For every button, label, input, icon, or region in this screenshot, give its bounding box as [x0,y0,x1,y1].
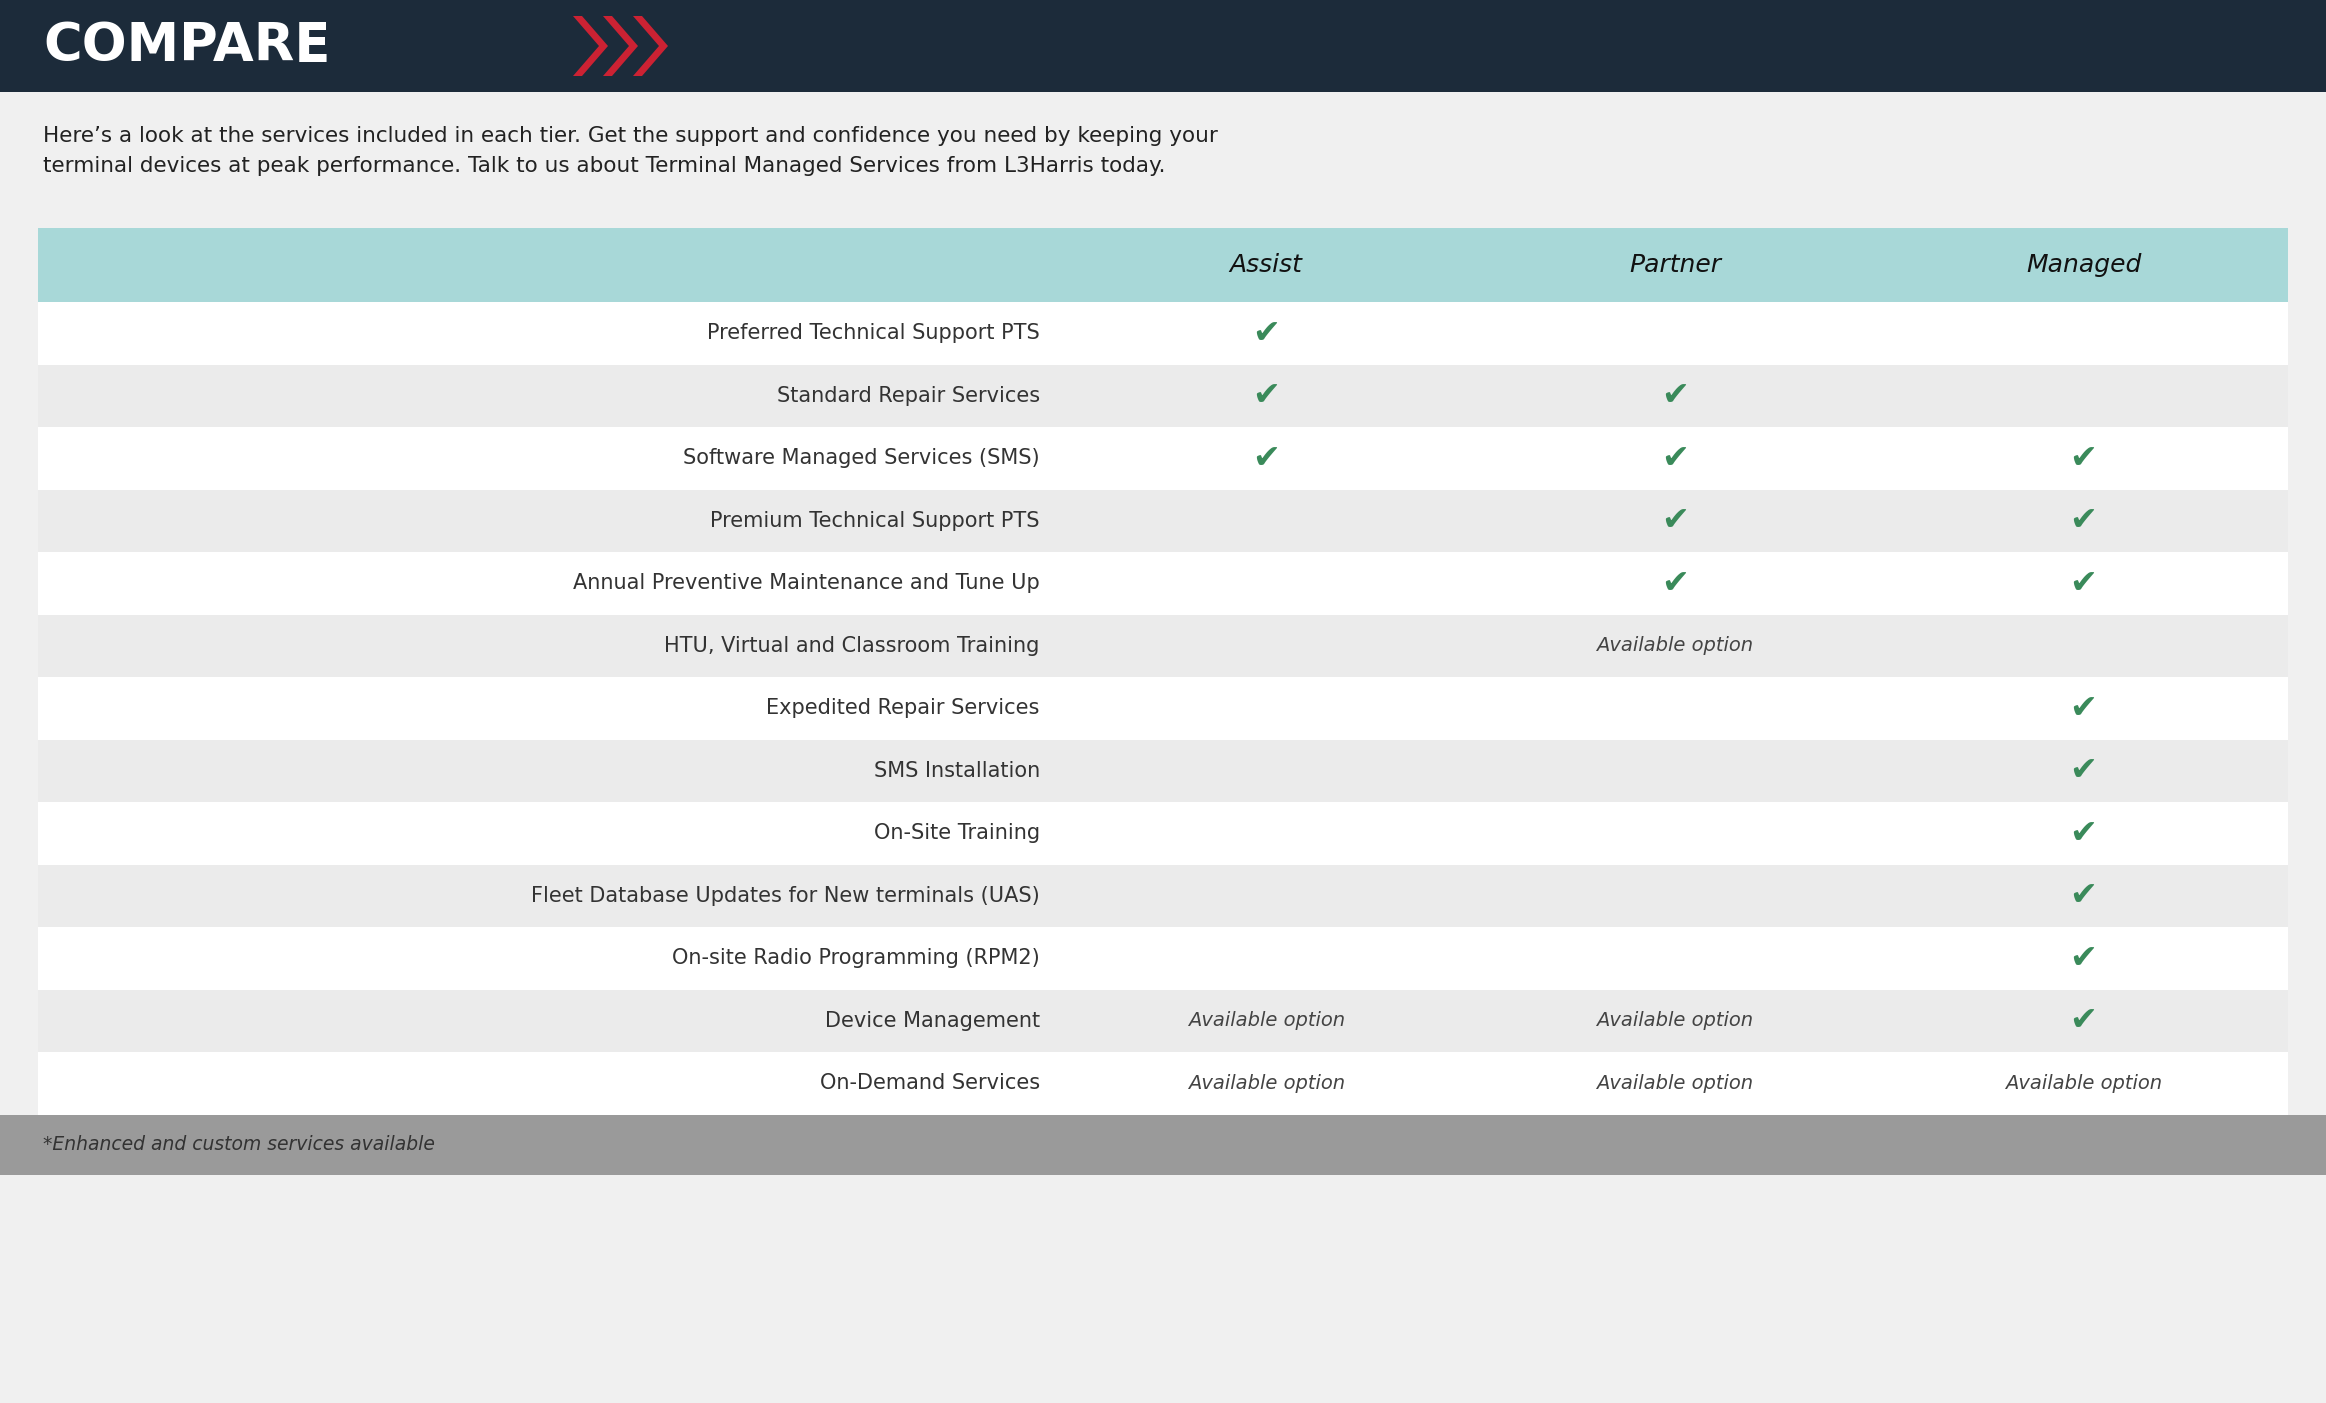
Text: ✔: ✔ [1251,379,1279,412]
Text: ✔: ✔ [1251,442,1279,474]
Polygon shape [602,15,637,76]
FancyBboxPatch shape [37,365,2289,427]
Text: Available option: Available option [1596,1073,1754,1093]
Polygon shape [572,15,607,76]
FancyBboxPatch shape [37,427,2289,490]
Text: Available option: Available option [1189,1073,1344,1093]
FancyBboxPatch shape [37,229,2289,302]
FancyBboxPatch shape [37,864,2289,927]
Text: ✔: ✔ [1661,442,1689,474]
FancyBboxPatch shape [37,1052,2289,1114]
FancyBboxPatch shape [37,803,2289,864]
Text: On-site Radio Programming (RPM2): On-site Radio Programming (RPM2) [672,948,1040,968]
Text: SMS Installation: SMS Installation [875,760,1040,780]
Text: Standard Repair Services: Standard Repair Services [777,386,1040,405]
Polygon shape [633,15,668,76]
Text: Premium Technical Support PTS: Premium Technical Support PTS [709,511,1040,530]
FancyBboxPatch shape [37,302,2289,365]
Text: Here’s a look at the services included in each tier. Get the support and confide: Here’s a look at the services included i… [42,126,1219,177]
FancyBboxPatch shape [37,490,2289,551]
Text: ✔: ✔ [2070,817,2098,850]
FancyBboxPatch shape [37,989,2289,1052]
Text: ✔: ✔ [1661,567,1689,599]
Text: On-Site Training: On-Site Training [875,824,1040,843]
FancyBboxPatch shape [37,739,2289,803]
FancyBboxPatch shape [37,615,2289,678]
Text: ✔: ✔ [1661,504,1689,537]
Text: ✔: ✔ [2070,880,2098,912]
Text: ✔: ✔ [2070,755,2098,787]
FancyBboxPatch shape [0,1114,2326,1174]
Text: ✔: ✔ [2070,692,2098,725]
Text: Device Management: Device Management [826,1010,1040,1031]
Text: Expedited Repair Services: Expedited Repair Services [765,699,1040,718]
Text: Fleet Database Updates for New terminals (UAS): Fleet Database Updates for New terminals… [530,885,1040,906]
Text: *Enhanced and custom services available: *Enhanced and custom services available [42,1135,435,1155]
Text: ✔: ✔ [2070,1005,2098,1037]
Text: ✔: ✔ [2070,567,2098,599]
FancyBboxPatch shape [37,551,2289,615]
Text: Assist: Assist [1230,253,1303,276]
FancyBboxPatch shape [0,93,2326,210]
Text: Managed: Managed [2026,253,2142,276]
Text: ✔: ✔ [2070,941,2098,975]
Text: ✔: ✔ [2070,504,2098,537]
Text: HTU, Virtual and Classroom Training: HTU, Virtual and Classroom Training [665,636,1040,655]
Text: Available option: Available option [1189,1012,1344,1030]
Text: Available option: Available option [2005,1073,2163,1093]
Text: Available option: Available option [1596,636,1754,655]
FancyBboxPatch shape [37,678,2289,739]
Text: ✔: ✔ [1251,317,1279,349]
FancyBboxPatch shape [0,0,2326,93]
Text: On-Demand Services: On-Demand Services [819,1073,1040,1093]
Text: Software Managed Services (SMS): Software Managed Services (SMS) [684,448,1040,469]
Text: Preferred Technical Support PTS: Preferred Technical Support PTS [707,323,1040,344]
Text: ✔: ✔ [2070,442,2098,474]
Text: Annual Preventive Maintenance and Tune Up: Annual Preventive Maintenance and Tune U… [572,574,1040,593]
FancyBboxPatch shape [37,927,2289,989]
Text: COMPARE: COMPARE [42,20,330,72]
Text: ✔: ✔ [1661,379,1689,412]
Text: Partner: Partner [1628,253,1721,276]
Text: Available option: Available option [1596,1012,1754,1030]
